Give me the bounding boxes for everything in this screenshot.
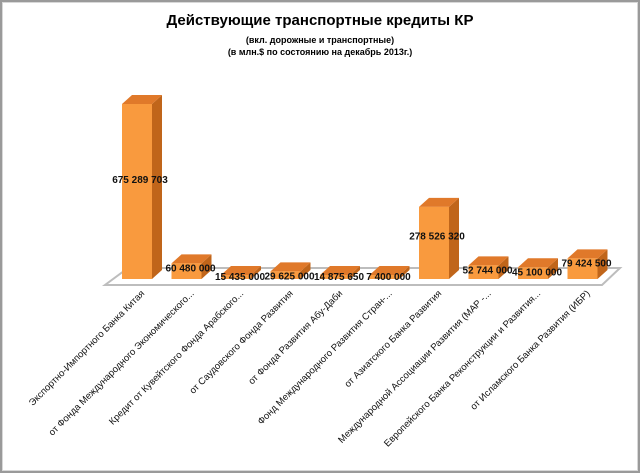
- bar-top: [567, 249, 608, 259]
- bar-top: [171, 254, 212, 264]
- data-label: 15 435 000: [215, 272, 265, 283]
- data-label: 14 875 650: [314, 272, 364, 283]
- data-label: 45 100 000: [512, 267, 562, 278]
- chart-subtitle-units: (в млн.$ по состоянию на декабрь 2013г.): [227, 47, 413, 57]
- bar: [419, 206, 449, 279]
- bar: [122, 104, 152, 279]
- bar-side: [597, 249, 608, 279]
- chart-subtitle: (вкл. дорожные и транспортные): [245, 35, 395, 45]
- bar: [320, 275, 350, 279]
- bar: [270, 271, 301, 279]
- bar-side: [152, 95, 162, 279]
- bar-side: [498, 256, 509, 279]
- data-label: 7 400 000: [366, 272, 411, 283]
- data-label: 278 526 320: [409, 231, 465, 242]
- category-label: от Саудовского Фонда Развития: [188, 288, 296, 396]
- bar-side: [251, 266, 261, 279]
- bar-top: [419, 197, 459, 207]
- bar-top: [518, 258, 558, 268]
- chart-title: Действующие транспортные кредиты КР: [166, 12, 474, 29]
- bar-top: [270, 262, 311, 272]
- data-label: 29 625 000: [264, 271, 314, 282]
- bar-side: [548, 258, 558, 279]
- category-label: от Азиатского Банка Развития: [343, 288, 445, 390]
- bar-top: [320, 266, 360, 275]
- bar: [221, 275, 251, 279]
- bar-side: [449, 197, 459, 279]
- bar: [468, 265, 499, 279]
- bar-top: [221, 266, 261, 275]
- bar: [171, 263, 202, 279]
- bar: [567, 258, 598, 279]
- bar-top: [369, 266, 410, 275]
- bar-top: [468, 256, 509, 266]
- bar-side: [300, 262, 311, 279]
- data-label: 60 480 000: [165, 263, 215, 274]
- data-label: 52 744 000: [462, 265, 512, 276]
- bar-side: [399, 266, 410, 279]
- bar-side: [350, 266, 360, 279]
- bar: [369, 275, 400, 279]
- data-label: 79 424 500: [561, 258, 611, 269]
- data-label: 675 289 703: [112, 175, 168, 186]
- bar: [518, 267, 548, 279]
- category-label: от Фонда Развития Абу-Даби: [246, 288, 345, 387]
- bar-side: [201, 254, 212, 279]
- bar-top: [122, 95, 162, 104]
